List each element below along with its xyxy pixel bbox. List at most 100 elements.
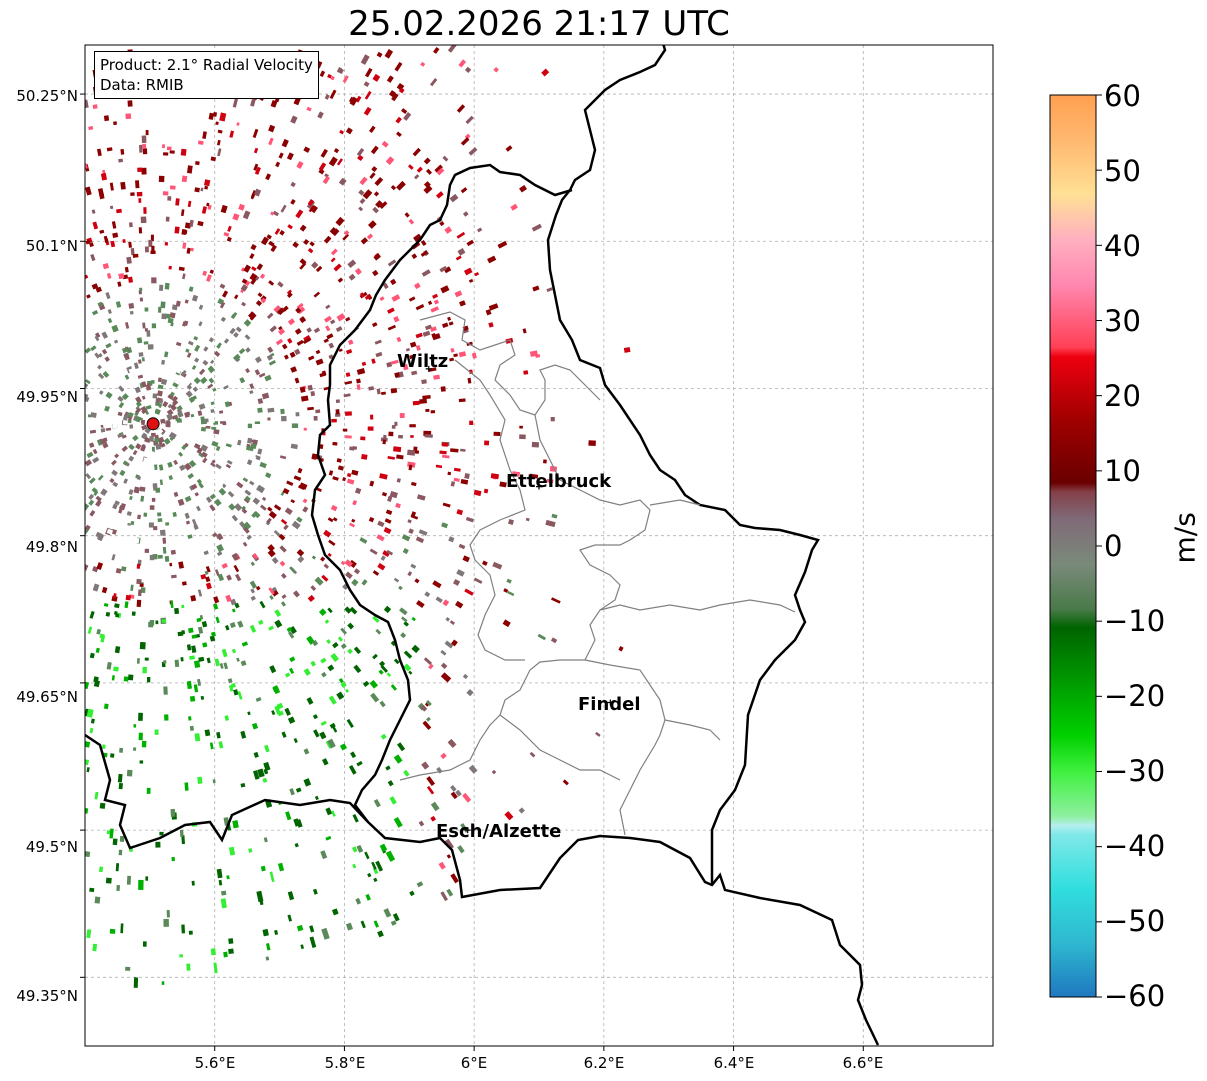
- radar-velocity-cell: [184, 222, 192, 229]
- city-label-wiltz: Wiltz: [397, 351, 449, 372]
- radar-velocity-cell: [173, 459, 179, 466]
- radar-velocity-cell: [106, 830, 111, 835]
- radar-velocity-cell: [257, 407, 263, 413]
- radar-velocity-cell: [383, 434, 387, 439]
- radar-velocity-cell: [276, 702, 284, 710]
- radar-velocity-cell: [258, 372, 266, 378]
- radar-velocity-cell: [118, 849, 123, 856]
- radar-velocity-cell: [264, 374, 272, 382]
- radar-velocity-cell: [281, 415, 287, 422]
- radar-velocity-cell: [115, 568, 122, 574]
- radar-velocity-cell: [241, 278, 248, 285]
- radar-velocity-cell: [241, 301, 247, 307]
- radar-velocity-cell: [123, 353, 130, 361]
- radar-velocity-cell: [377, 520, 385, 528]
- radar-velocity-cell: [387, 780, 394, 787]
- radar-velocity-cell: [210, 948, 216, 956]
- radar-velocity-cell: [271, 557, 279, 564]
- radar-velocity-cell: [328, 695, 337, 705]
- radar-velocity-cell: [88, 126, 94, 131]
- radar-velocity-cell: [249, 383, 255, 390]
- radar-velocity-cell: [194, 492, 199, 497]
- radar-velocity-cell: [202, 642, 208, 648]
- radar-velocity-cell: [328, 470, 334, 476]
- radar-velocity-cell: [449, 620, 455, 625]
- radar-velocity-cell: [111, 221, 117, 229]
- radar-velocity-cell: [278, 533, 286, 541]
- radar-velocity-cell: [243, 264, 252, 273]
- radar-velocity-cell: [320, 657, 327, 664]
- radar-velocity-cell: [142, 143, 147, 149]
- radar-velocity-cell: [111, 459, 117, 466]
- radar-velocity-cell: [274, 619, 283, 629]
- radar-velocity-cell: [372, 269, 379, 277]
- radar-velocity-cell: [507, 590, 515, 597]
- radar-velocity-cell: [98, 353, 103, 358]
- radar-velocity-cell: [258, 619, 264, 626]
- radar-velocity-cell: [95, 499, 102, 507]
- radar-velocity-cell: [162, 546, 167, 554]
- radar-velocity-cell: [430, 815, 437, 822]
- radar-velocity-cell: [118, 158, 123, 163]
- radar-velocity-cell: [546, 287, 553, 292]
- radar-velocity-cell: [161, 619, 167, 623]
- radar-velocity-cell: [126, 517, 132, 524]
- radar-velocity-cell: [193, 660, 201, 668]
- radar-velocity-cell: [142, 148, 148, 155]
- radar-velocity-cell: [434, 164, 443, 173]
- radar-velocity-cell: [170, 600, 174, 609]
- radar-velocity-cell: [166, 408, 174, 416]
- radar-velocity-cell: [210, 359, 215, 365]
- radar-velocity-cell: [403, 112, 412, 121]
- radar-velocity-cell: [98, 390, 104, 395]
- radar-velocity-cell: [473, 489, 482, 497]
- radar-velocity-cell: [497, 240, 508, 249]
- radar-velocity-cell: [90, 718, 95, 724]
- radar-velocity-cell: [216, 342, 223, 349]
- radar-velocity-cell: [255, 585, 261, 591]
- radar-velocity-cell: [449, 193, 459, 203]
- radar-velocity-cell: [152, 288, 155, 292]
- radar-velocity-cell: [141, 424, 148, 431]
- radar-velocity-cell: [331, 418, 337, 423]
- radar-velocity-cell: [253, 163, 259, 171]
- radar-velocity-cell: [360, 54, 370, 65]
- radar-velocity-cell: [132, 434, 139, 442]
- radar-velocity-cell: [326, 639, 331, 644]
- radar-velocity-cell: [146, 459, 151, 464]
- radar-velocity-cell: [151, 497, 156, 502]
- radar-velocity-cell: [456, 509, 464, 516]
- radar-velocity-cell: [159, 529, 166, 536]
- radar-velocity-cell: [141, 740, 147, 748]
- radar-velocity-cell: [85, 851, 91, 858]
- country-border: [85, 733, 880, 1046]
- radar-velocity-cell: [174, 659, 180, 668]
- radar-velocity-cell: [89, 509, 96, 517]
- radar-velocity-cell: [188, 930, 193, 935]
- radar-velocity-cell: [360, 237, 369, 245]
- radar-velocity-cell: [351, 469, 359, 476]
- radar-velocity-cell: [329, 319, 336, 325]
- radar-velocity-cell: [382, 439, 386, 445]
- radar-velocity-cell: [135, 396, 142, 404]
- radar-velocity-cell: [193, 524, 199, 530]
- radar-velocity-cell: [189, 725, 194, 731]
- radar-velocity-cell: [190, 382, 196, 389]
- radar-velocity-cell: [460, 187, 468, 194]
- radar-velocity-cell: [224, 401, 230, 408]
- radar-velocity-cell: [268, 124, 276, 133]
- radar-velocity-cell: [286, 292, 293, 299]
- radar-site-marker[interactable]: [146, 417, 160, 431]
- radar-velocity-cell: [277, 307, 286, 316]
- radar-velocity-cell: [209, 742, 214, 750]
- radar-velocity-cell: [324, 619, 330, 624]
- radar-velocity-cell: [456, 569, 465, 577]
- radar-velocity-cell: [144, 657, 149, 661]
- radar-velocity-cell: [96, 562, 104, 570]
- radar-velocity-cell: [112, 838, 118, 846]
- radar-velocity-cell: [346, 718, 354, 729]
- radar-velocity-cell: [105, 611, 111, 617]
- radar-velocity-cell: [377, 930, 384, 938]
- radar-velocity-cell: [139, 760, 144, 764]
- radar-velocity-cell: [330, 257, 336, 263]
